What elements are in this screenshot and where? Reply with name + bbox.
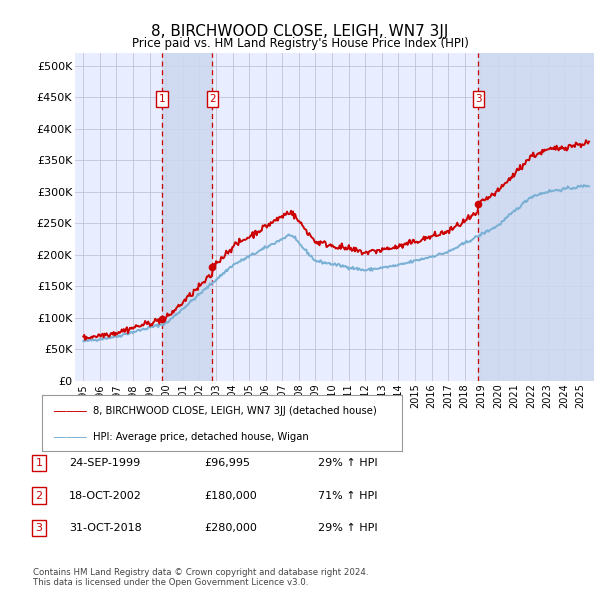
Text: 3: 3: [475, 94, 482, 104]
Bar: [478, 53, 594, 381]
Text: 1: 1: [35, 458, 43, 468]
Text: 18-OCT-2002: 18-OCT-2002: [69, 491, 142, 500]
Text: 31-OCT-2018: 31-OCT-2018: [69, 523, 142, 533]
Text: 2: 2: [35, 491, 43, 500]
Text: 8, BIRCHWOOD CLOSE, LEIGH, WN7 3JJ (detached house): 8, BIRCHWOOD CLOSE, LEIGH, WN7 3JJ (deta…: [93, 406, 377, 416]
Text: Contains HM Land Registry data © Crown copyright and database right 2024.
This d: Contains HM Land Registry data © Crown c…: [33, 568, 368, 587]
Text: 2: 2: [209, 94, 216, 104]
Text: Price paid vs. HM Land Registry's House Price Index (HPI): Price paid vs. HM Land Registry's House …: [131, 37, 469, 50]
Text: ─────: ─────: [53, 406, 86, 416]
Text: 8, BIRCHWOOD CLOSE, LEIGH, WN7 3JJ: 8, BIRCHWOOD CLOSE, LEIGH, WN7 3JJ: [151, 24, 449, 38]
Text: 29% ↑ HPI: 29% ↑ HPI: [318, 458, 377, 468]
Text: 1: 1: [158, 94, 165, 104]
Text: £180,000: £180,000: [204, 491, 257, 500]
Bar: [162, 53, 212, 381]
Text: HPI: Average price, detached house, Wigan: HPI: Average price, detached house, Wiga…: [93, 432, 309, 442]
Text: 3: 3: [35, 523, 43, 533]
Text: 29% ↑ HPI: 29% ↑ HPI: [318, 523, 377, 533]
Text: £96,995: £96,995: [204, 458, 250, 468]
Text: 71% ↑ HPI: 71% ↑ HPI: [318, 491, 377, 500]
Text: 24-SEP-1999: 24-SEP-1999: [69, 458, 140, 468]
Text: ─────: ─────: [53, 432, 86, 442]
Text: £280,000: £280,000: [204, 523, 257, 533]
